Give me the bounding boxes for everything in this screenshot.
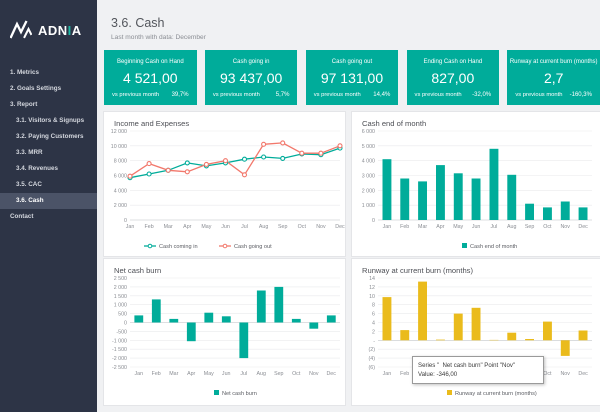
svg-text:Jul: Jul (240, 371, 247, 377)
svg-text:May: May (204, 371, 214, 377)
svg-text:Nov: Nov (560, 371, 570, 377)
svg-text:Feb: Feb (400, 371, 409, 377)
svg-text:-500: -500 (116, 329, 127, 335)
svg-text:-1 000: -1 000 (112, 338, 127, 344)
svg-text:8 000: 8 000 (114, 159, 127, 165)
svg-text:Dec: Dec (578, 224, 588, 230)
svg-text:-1 500: -1 500 (112, 347, 127, 353)
svg-text:(2): (2) (369, 347, 376, 353)
svg-text:(6): (6) (369, 365, 376, 371)
svg-text:10 000: 10 000 (111, 144, 127, 150)
svg-text:1 000: 1 000 (362, 203, 375, 209)
svg-text:12 000: 12 000 (111, 129, 127, 135)
svg-text:Jul: Jul (241, 224, 248, 230)
svg-text:Dec: Dec (578, 371, 588, 377)
svg-text:6: 6 (372, 312, 375, 318)
svg-text:Aug: Aug (256, 371, 265, 377)
svg-text:2: 2 (372, 329, 375, 335)
svg-text:4 000: 4 000 (114, 188, 127, 194)
svg-text:(4): (4) (369, 356, 376, 362)
svg-text:Jun: Jun (222, 371, 231, 377)
svg-text:Oct: Oct (292, 371, 301, 377)
svg-text:Oct: Oct (298, 224, 307, 230)
svg-text:2 000: 2 000 (114, 285, 127, 291)
svg-text:0: 0 (124, 321, 127, 327)
svg-text:Dec: Dec (335, 224, 345, 230)
svg-text:Nov: Nov (560, 224, 570, 230)
svg-text:14: 14 (369, 276, 375, 282)
svg-text:Nov: Nov (309, 371, 319, 377)
svg-text:Apr: Apr (183, 224, 191, 230)
svg-text:2 500: 2 500 (114, 276, 127, 282)
svg-text:8: 8 (372, 303, 375, 309)
svg-text:Sep: Sep (525, 224, 534, 230)
svg-text:Apr: Apr (187, 371, 195, 377)
svg-text:Jul: Jul (491, 224, 498, 230)
svg-text:Apr: Apr (436, 224, 444, 230)
svg-text:Dec: Dec (326, 371, 336, 377)
svg-text:ADNIA: ADNIA (38, 23, 82, 38)
svg-text:Oct: Oct (543, 371, 552, 377)
svg-text:Aug: Aug (507, 224, 516, 230)
svg-text:10: 10 (369, 294, 375, 300)
svg-text:500: 500 (118, 312, 127, 318)
svg-text:Oct: Oct (543, 224, 552, 230)
svg-text:Jun: Jun (472, 224, 481, 230)
svg-text:5 000: 5 000 (362, 144, 375, 150)
svg-text:Jun: Jun (221, 224, 230, 230)
svg-text:6 000: 6 000 (362, 129, 375, 135)
svg-text:Nov: Nov (316, 224, 326, 230)
svg-text:Sep: Sep (274, 371, 283, 377)
svg-text:Mar: Mar (164, 224, 173, 230)
svg-text:Feb: Feb (400, 224, 409, 230)
svg-text:Cash coming in: Cash coming in (159, 244, 198, 250)
svg-text:Jan: Jan (383, 371, 392, 377)
svg-text:4 000: 4 000 (362, 159, 375, 165)
svg-text:Feb: Feb (152, 371, 161, 377)
svg-text:Jan: Jan (126, 224, 135, 230)
svg-text:1 500: 1 500 (114, 294, 127, 300)
svg-text:-2 500: -2 500 (112, 365, 127, 371)
svg-text:May: May (453, 224, 463, 230)
svg-text:12: 12 (369, 285, 375, 291)
svg-text:Jan: Jan (135, 371, 144, 377)
svg-text:Aug: Aug (259, 224, 268, 230)
svg-text:Runway at current burn (months: Runway at current burn (months) (455, 391, 537, 397)
svg-text:2 000: 2 000 (114, 203, 127, 209)
svg-text:2 000: 2 000 (362, 188, 375, 194)
svg-text:6 000: 6 000 (114, 174, 127, 180)
svg-text:0: 0 (372, 218, 375, 224)
svg-text:Cash going out: Cash going out (234, 244, 272, 250)
svg-text:May: May (201, 224, 211, 230)
svg-text:Feb: Feb (145, 224, 154, 230)
svg-text:Mar: Mar (418, 224, 427, 230)
svg-text:Sep: Sep (278, 224, 287, 230)
svg-text:-2 000: -2 000 (112, 356, 127, 362)
svg-text:4: 4 (372, 321, 375, 327)
svg-text:Cash end of month: Cash end of month (470, 244, 517, 250)
svg-text:-: - (373, 338, 375, 344)
svg-text:1 000: 1 000 (114, 303, 127, 309)
svg-text:Jan: Jan (383, 224, 392, 230)
svg-text:Net cash burn: Net cash burn (222, 391, 257, 397)
svg-text:Mar: Mar (169, 371, 178, 377)
svg-text:3 000: 3 000 (362, 174, 375, 180)
